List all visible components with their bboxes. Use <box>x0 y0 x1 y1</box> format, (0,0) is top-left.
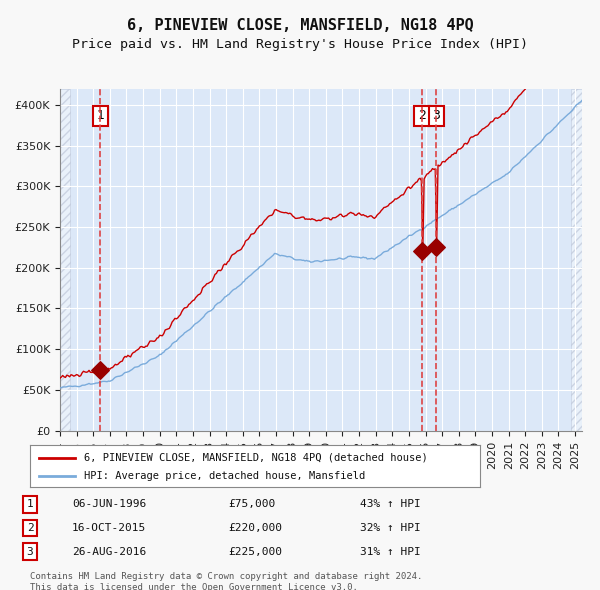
Text: 6, PINEVIEW CLOSE, MANSFIELD, NG18 4PQ: 6, PINEVIEW CLOSE, MANSFIELD, NG18 4PQ <box>127 18 473 32</box>
Point <box>431 242 441 252</box>
Text: 2: 2 <box>418 109 426 122</box>
Bar <box>571 88 582 431</box>
Text: This data is licensed under the Open Government Licence v3.0.: This data is licensed under the Open Gov… <box>30 583 358 590</box>
Text: HPI: Average price, detached house, Mansfield: HPI: Average price, detached house, Mans… <box>84 471 365 481</box>
Text: 6, PINEVIEW CLOSE, MANSFIELD, NG18 4PQ (detached house): 6, PINEVIEW CLOSE, MANSFIELD, NG18 4PQ (… <box>84 452 428 462</box>
Text: 2: 2 <box>26 523 34 533</box>
Text: 43% ↑ HPI: 43% ↑ HPI <box>360 500 421 509</box>
Text: 31% ↑ HPI: 31% ↑ HPI <box>360 547 421 556</box>
Text: 32% ↑ HPI: 32% ↑ HPI <box>360 523 421 533</box>
Text: Contains HM Land Registry data © Crown copyright and database right 2024.: Contains HM Land Registry data © Crown c… <box>30 572 422 581</box>
Text: £225,000: £225,000 <box>228 547 282 556</box>
Text: 3: 3 <box>433 109 440 122</box>
Text: 1: 1 <box>26 500 34 509</box>
Bar <box>60 88 70 431</box>
Text: 16-OCT-2015: 16-OCT-2015 <box>72 523 146 533</box>
Text: 06-JUN-1996: 06-JUN-1996 <box>72 500 146 509</box>
Text: £75,000: £75,000 <box>228 500 275 509</box>
Text: 26-AUG-2016: 26-AUG-2016 <box>72 547 146 556</box>
Text: 3: 3 <box>26 547 34 556</box>
Text: Price paid vs. HM Land Registry's House Price Index (HPI): Price paid vs. HM Land Registry's House … <box>72 38 528 51</box>
Text: £220,000: £220,000 <box>228 523 282 533</box>
Point <box>417 247 427 256</box>
Text: 1: 1 <box>97 109 104 122</box>
Point <box>95 365 105 374</box>
